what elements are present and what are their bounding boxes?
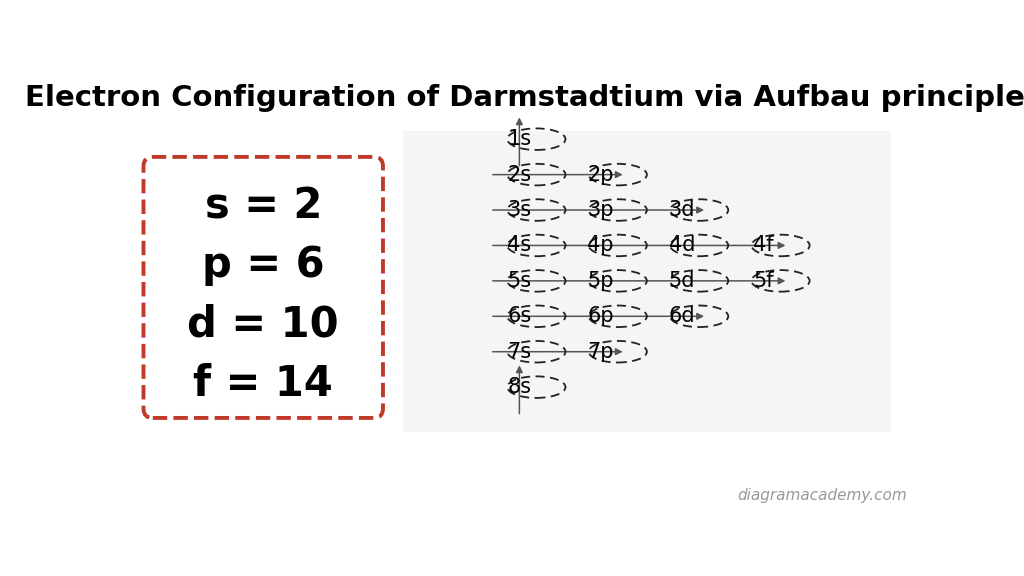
Text: 2s: 2s: [507, 165, 531, 185]
Text: 4p: 4p: [588, 236, 614, 255]
Text: diagramacademy.com: diagramacademy.com: [737, 488, 907, 503]
Text: 6d: 6d: [669, 306, 695, 326]
Text: 2p: 2p: [588, 165, 614, 185]
Text: 5d: 5d: [669, 271, 695, 291]
Text: 6s: 6s: [507, 306, 531, 326]
Text: f = 14: f = 14: [194, 363, 333, 405]
Text: 8s: 8s: [507, 377, 531, 397]
Text: 3p: 3p: [588, 200, 614, 220]
Text: 3d: 3d: [669, 200, 695, 220]
Text: 6p: 6p: [588, 306, 614, 326]
Text: 1s: 1s: [507, 129, 531, 149]
Text: 4f: 4f: [754, 236, 774, 255]
Text: 7p: 7p: [588, 342, 614, 362]
Text: 7s: 7s: [507, 342, 531, 362]
Text: 5f: 5f: [754, 271, 774, 291]
Text: 4s: 4s: [507, 236, 531, 255]
Text: 4d: 4d: [669, 236, 695, 255]
Text: Electron Configuration of Darmstadtium via Aufbau principle: Electron Configuration of Darmstadtium v…: [25, 84, 1024, 112]
FancyBboxPatch shape: [143, 157, 383, 418]
Text: 5p: 5p: [588, 271, 614, 291]
Text: p = 6: p = 6: [202, 244, 325, 286]
Text: d = 10: d = 10: [187, 304, 339, 346]
Text: 5s: 5s: [507, 271, 531, 291]
Text: s = 2: s = 2: [205, 185, 322, 227]
FancyBboxPatch shape: [403, 131, 891, 432]
Text: 3s: 3s: [507, 200, 531, 220]
